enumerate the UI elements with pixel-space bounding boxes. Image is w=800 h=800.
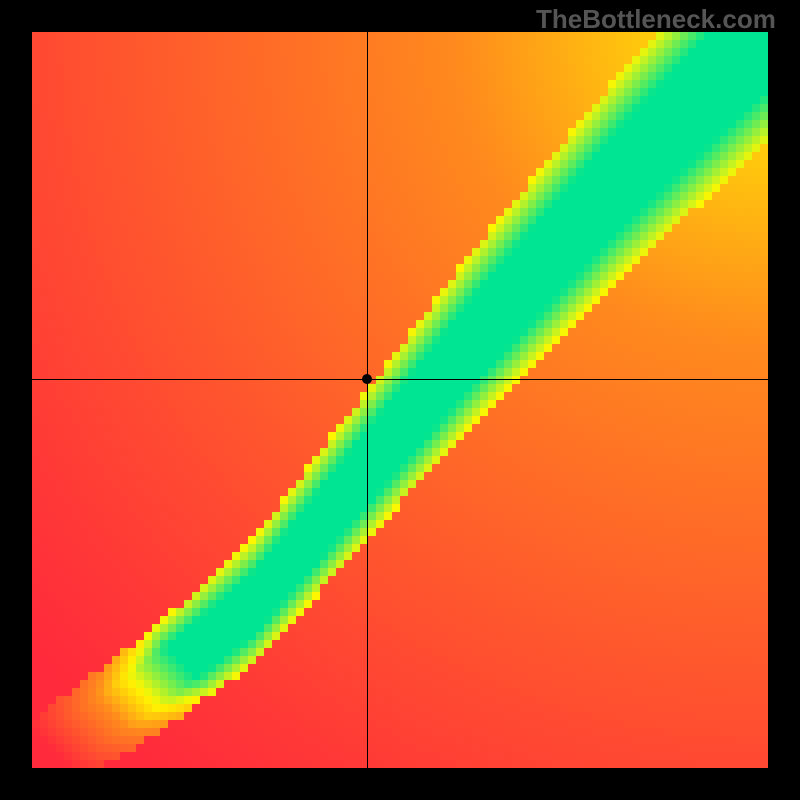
crosshair-marker bbox=[362, 374, 372, 384]
watermark-text: TheBottleneck.com bbox=[536, 4, 776, 35]
crosshair-vertical bbox=[367, 32, 368, 768]
chart-container: TheBottleneck.com bbox=[0, 0, 800, 800]
bottleneck-heatmap bbox=[32, 32, 768, 768]
crosshair-horizontal bbox=[32, 379, 768, 380]
